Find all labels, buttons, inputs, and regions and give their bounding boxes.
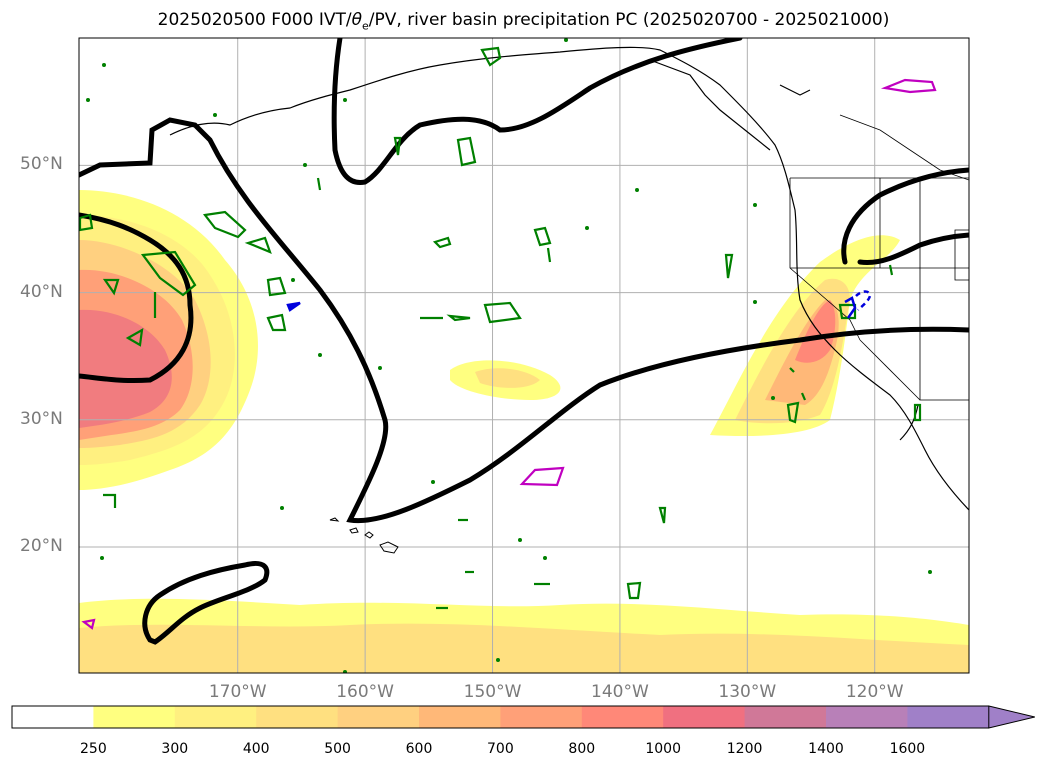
colorbar-tick-label: 1400 (808, 741, 844, 757)
latitude-label: 30°N (20, 408, 63, 429)
colorbar-segment (93, 706, 176, 728)
colorbar-tick-label: 250 (80, 741, 107, 757)
colorbar-segment (581, 706, 664, 728)
longitude-label: 170°W (208, 682, 267, 702)
map-title: 2025020500 F000 IVT/θe/PV, river basin p… (157, 10, 890, 33)
longitude-label: 160°W (336, 682, 394, 702)
colorbar-segment (663, 706, 746, 728)
colorbar-tick-label: 600 (405, 741, 433, 757)
colorbar-segment (744, 706, 827, 728)
colorbar-tick-label: 300 (161, 741, 189, 757)
latitude-label: 50°N (20, 154, 63, 175)
colorbar-tick-label: 500 (324, 741, 351, 757)
colorbar-segment (337, 706, 420, 728)
coastlines (169, 46, 969, 511)
theta-e-contours (79, 46, 922, 610)
colorbar-segment (907, 706, 990, 728)
colorbar-segment (174, 706, 257, 728)
colorbar-tick-label: 1200 (726, 741, 763, 757)
colorbar-segment (12, 706, 94, 728)
colorbar-segment (826, 706, 908, 728)
colorbar-tick-label: 1000 (645, 741, 681, 757)
colorbar-tick-label: 800 (568, 741, 596, 757)
map-frame (78, 37, 970, 674)
colorbar (11, 705, 1035, 729)
colorbar-frame (11, 705, 989, 729)
ivt-shading (79, 190, 969, 673)
precip-contours (286, 290, 872, 319)
colorbar-segment (256, 706, 339, 728)
longitude-label: 120°W (845, 682, 904, 702)
latitude-label: 40°N (20, 281, 63, 302)
longitude-label: 140°W (591, 682, 649, 702)
theta-e-dots (86, 38, 932, 673)
longitude-label: 130°W (718, 682, 777, 702)
pv-contours (79, 38, 969, 645)
longitude-label: 150°W (463, 682, 522, 702)
colorbar-segment (419, 706, 501, 728)
latitude-label: 20°N (20, 536, 63, 556)
hawaiian-islands (329, 517, 399, 554)
colorbar-segment (500, 706, 583, 728)
colorbar-tick-label: 700 (487, 741, 514, 757)
colorbar-tick-label: 1600 (889, 741, 926, 757)
colorbar-tick-label: 400 (242, 741, 270, 757)
colorbar-extend-arrow (988, 705, 1035, 729)
graticule (79, 38, 969, 673)
magenta-contours (81, 78, 937, 630)
